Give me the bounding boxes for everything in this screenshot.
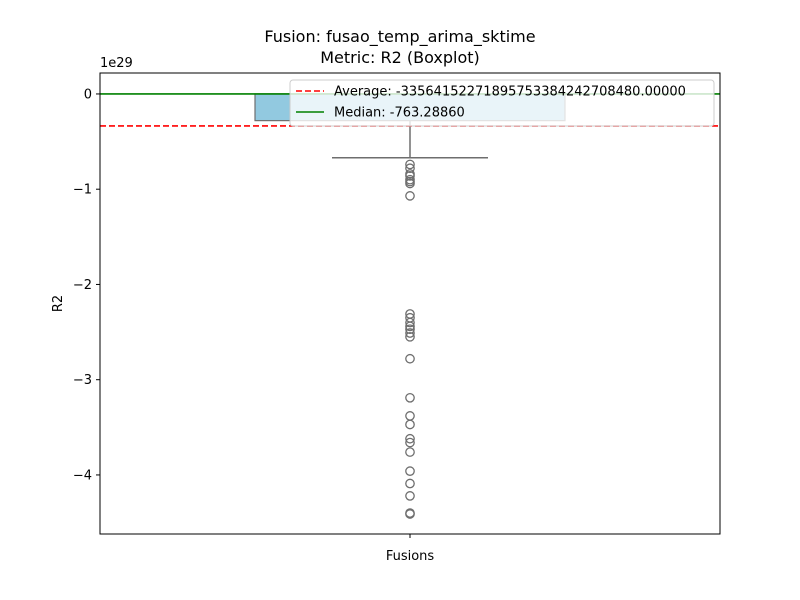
y-tick-label: −2: [73, 278, 92, 293]
outlier-point: [405, 178, 415, 189]
outlier-point: [405, 509, 415, 519]
outlier-point: [405, 321, 415, 332]
outlier-point: [405, 328, 415, 338]
outlier-point: [405, 317, 415, 328]
y-tick-label: −1: [73, 183, 92, 198]
outlier-point: [405, 491, 415, 501]
outlier-point: [405, 191, 415, 201]
outlier-point: [405, 433, 415, 444]
outlier-point: [405, 447, 415, 457]
chart-title-line1: Fusion: fusao_temp_arima_sktime: [264, 27, 536, 46]
outlier-point: [405, 411, 415, 421]
outlier-point: [405, 353, 415, 364]
outlier-point: [405, 331, 415, 342]
y-tick-label: 0: [84, 87, 92, 102]
outlier-point: [405, 478, 415, 489]
x-axis-label: Fusions: [386, 549, 435, 564]
outlier-point: [405, 163, 415, 174]
outlier-point: [405, 419, 415, 430]
y-offset-label: 1e29: [100, 56, 133, 71]
outlier-point: [405, 392, 415, 403]
legend-median-label: Median: -763.28860: [334, 106, 465, 121]
outlier-point: [405, 437, 415, 448]
y-tick-label: −3: [73, 373, 92, 388]
outlier-point: [405, 159, 415, 170]
y-axis-label: R2: [51, 295, 66, 312]
outlier-point: [405, 171, 415, 181]
legend-box: [289, 79, 715, 127]
y-tick-label: −4: [73, 468, 92, 483]
outlier-point: [405, 324, 415, 335]
outlier-point: [405, 466, 415, 476]
legend-average-label: Average: -33564152271895753384242708480.…: [334, 85, 686, 100]
chart-title-line2: Metric: R2 (Boxplot): [320, 48, 480, 67]
